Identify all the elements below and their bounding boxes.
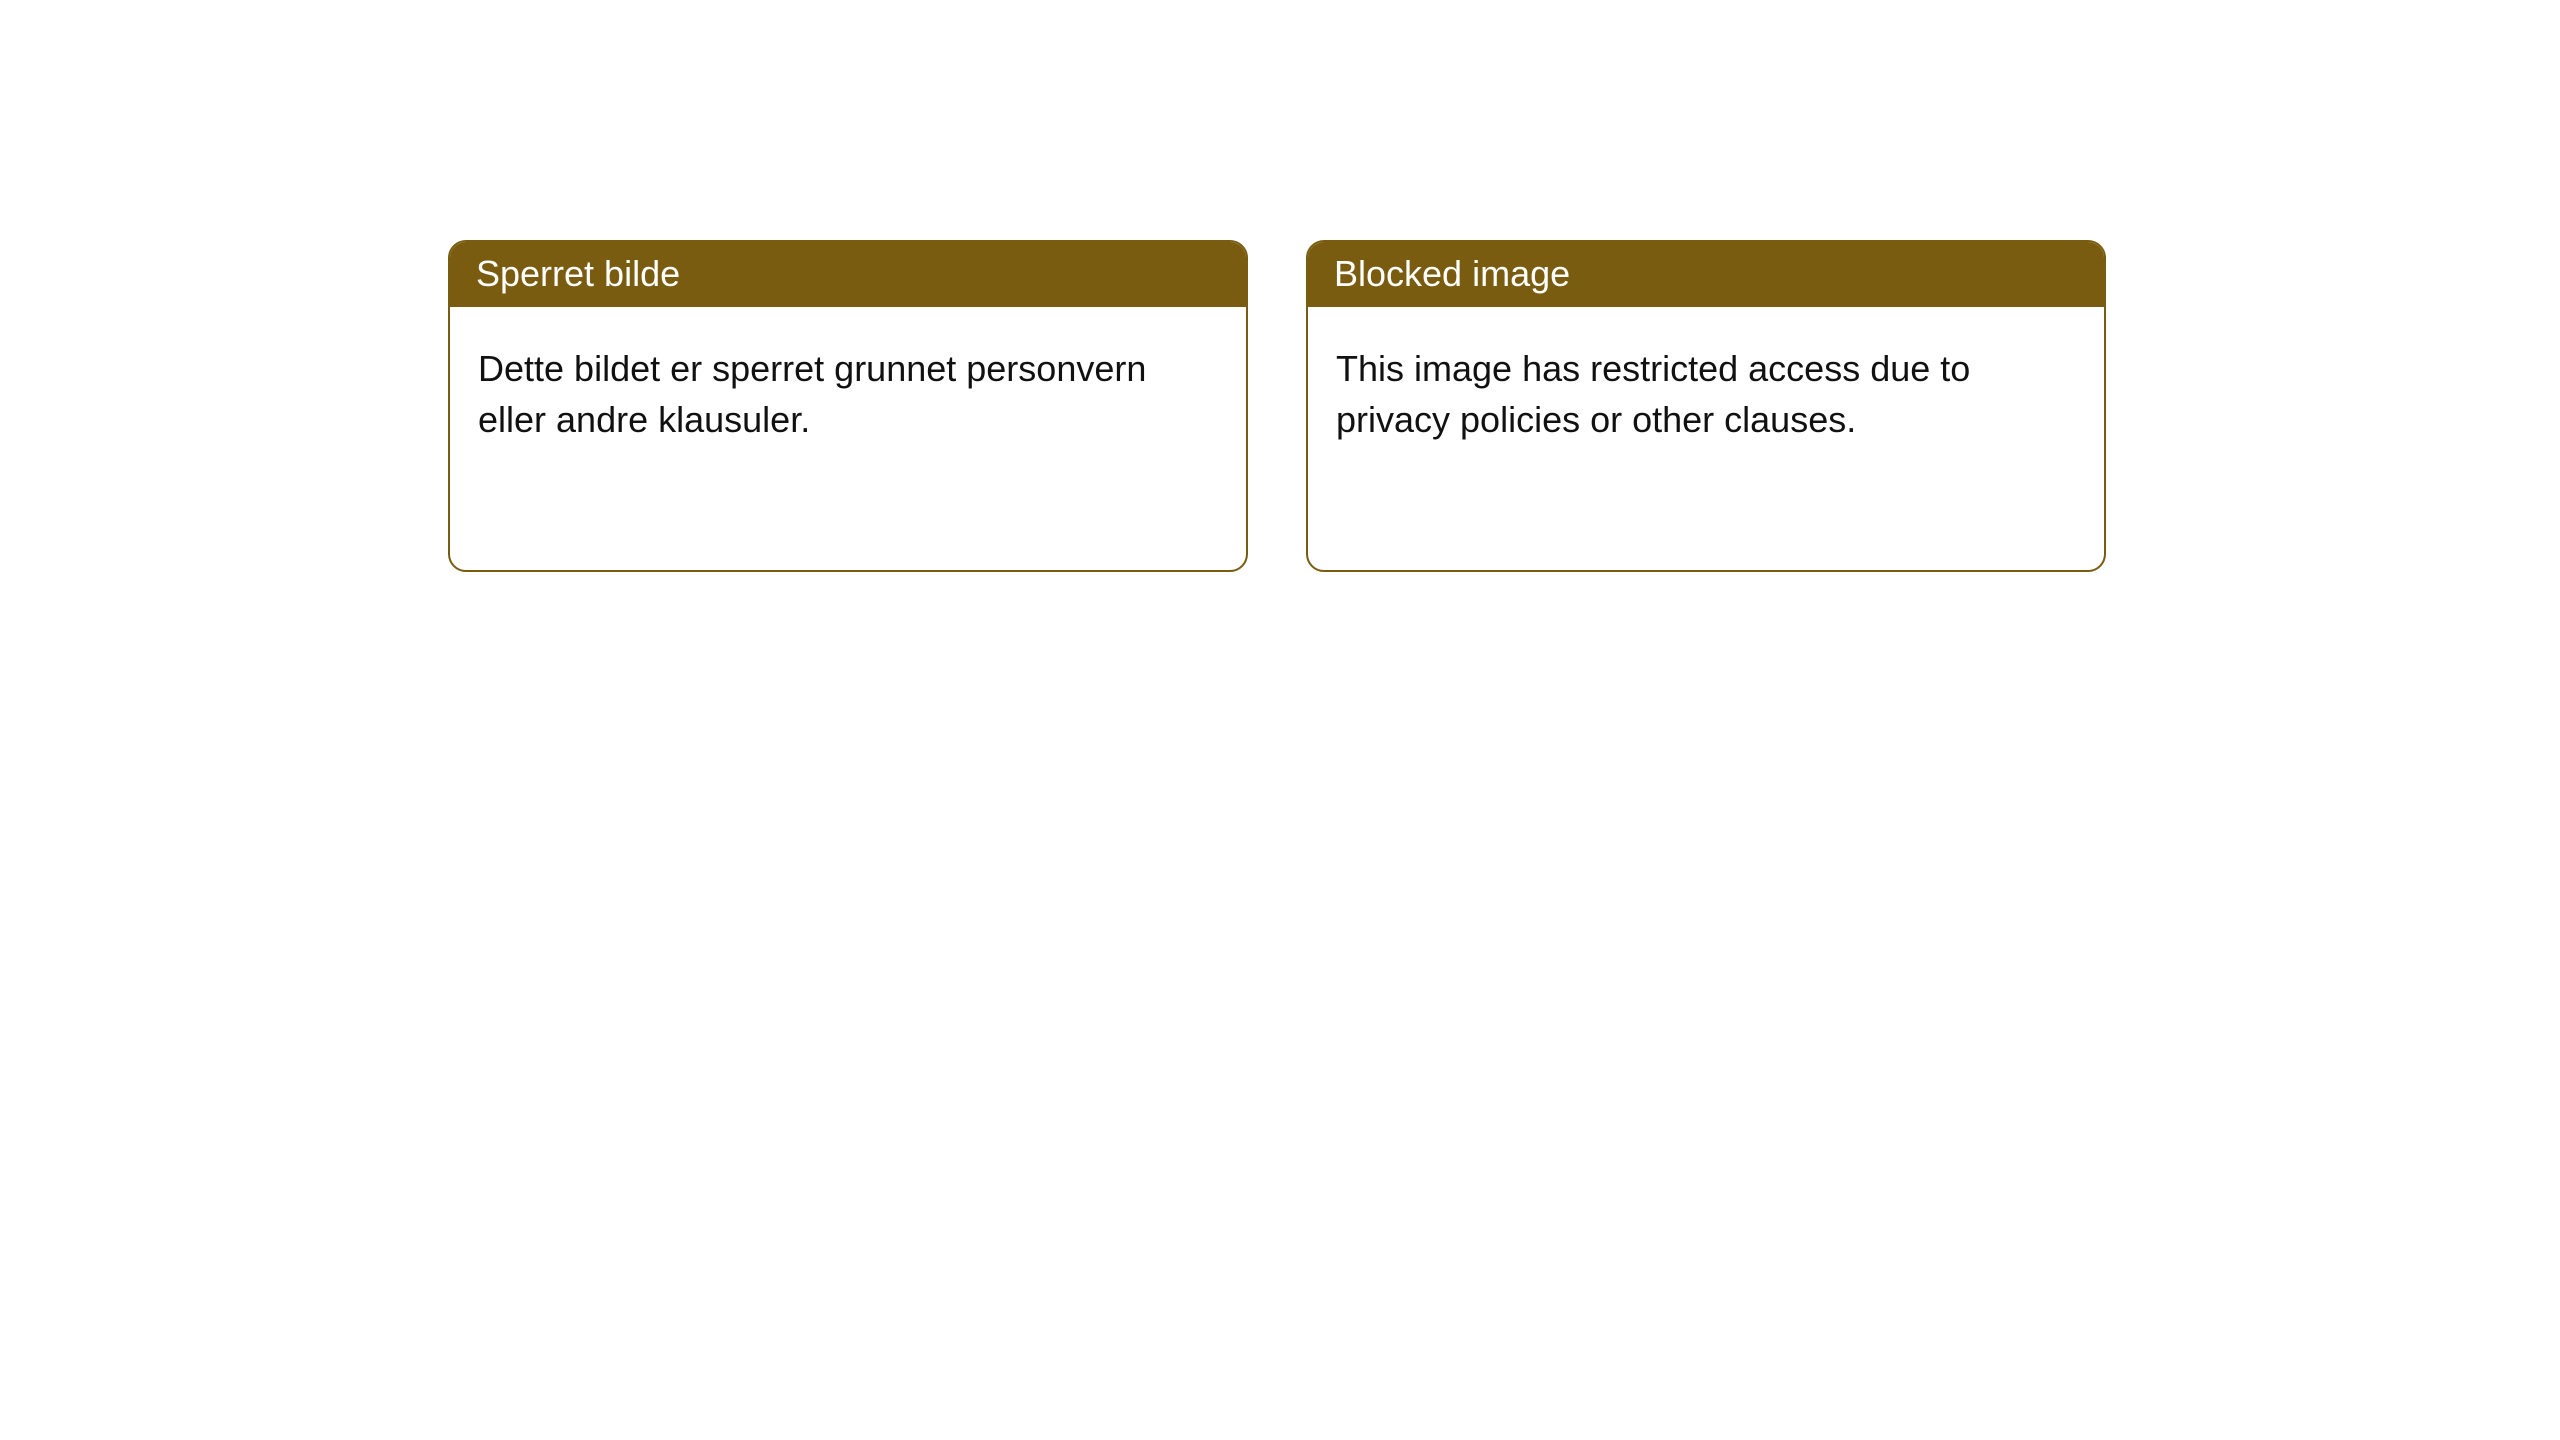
notice-title: Blocked image — [1308, 242, 2104, 307]
notice-body: Dette bildet er sperret grunnet personve… — [450, 307, 1246, 465]
notice-title: Sperret bilde — [450, 242, 1246, 307]
notice-body: This image has restricted access due to … — [1308, 307, 2104, 465]
notice-card-norwegian: Sperret bilde Dette bildet er sperret gr… — [448, 240, 1248, 572]
notice-container: Sperret bilde Dette bildet er sperret gr… — [0, 0, 2560, 572]
notice-card-english: Blocked image This image has restricted … — [1306, 240, 2106, 572]
